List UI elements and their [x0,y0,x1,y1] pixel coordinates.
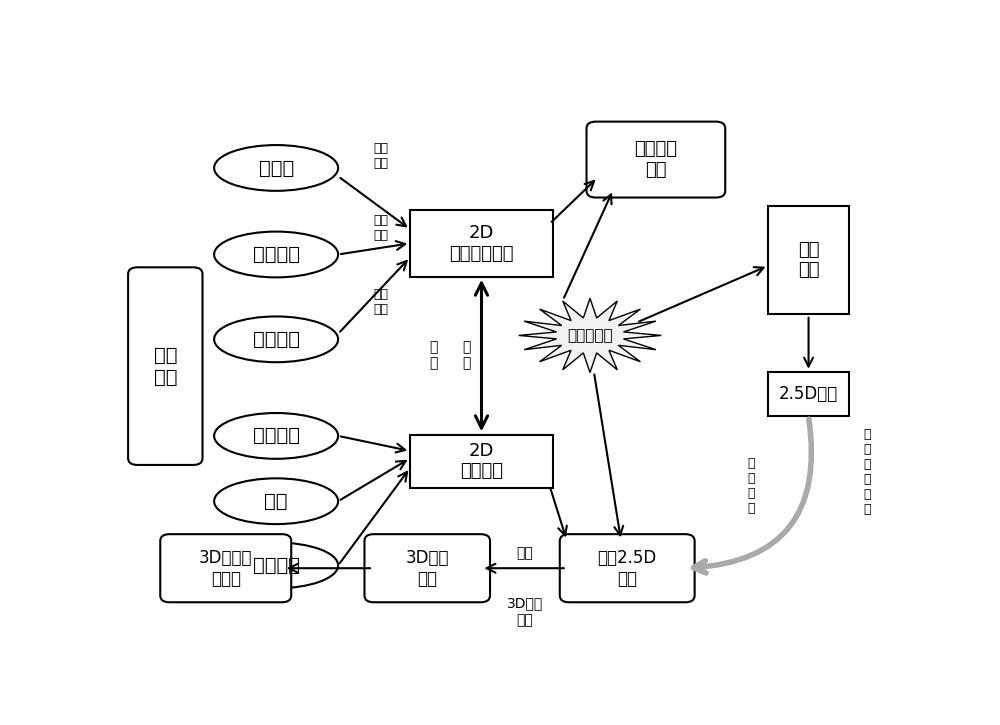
Text: 电磁地震: 电磁地震 [253,245,300,264]
Text: 改
善: 改 善 [462,340,470,370]
Text: 剖面
解释: 剖面 解释 [373,214,388,241]
FancyBboxPatch shape [128,268,202,465]
Bar [768,372,849,416]
Text: 地层年代: 地层年代 [253,426,300,445]
Text: 贝叶斯方法: 贝叶斯方法 [567,328,613,343]
Text: 岩石物理: 岩石物理 [253,330,300,349]
Text: 线
重
力
拟
合
曲: 线 重 力 拟 合 曲 [864,428,871,516]
Text: 整合: 整合 [517,547,533,560]
Text: 重力场: 重力场 [258,159,294,178]
Text: 3D可视化
与解释: 3D可视化 与解释 [199,549,252,587]
FancyBboxPatch shape [587,122,725,197]
Text: 统计
归类: 统计 归类 [373,289,388,317]
Ellipse shape [214,413,338,459]
Ellipse shape [214,478,338,524]
FancyBboxPatch shape [364,534,490,602]
Text: 钻孔: 钻孔 [264,492,288,510]
Text: 2.5D模型: 2.5D模型 [779,385,838,403]
Text: 2D
地质模型: 2D 地质模型 [460,442,503,481]
Text: 3D环境
拟合: 3D环境 拟合 [507,597,543,627]
Bar [768,206,849,315]
Polygon shape [519,298,661,373]
Text: 3D地质
模型: 3D地质 模型 [406,549,449,587]
Text: 系列2.5D
模型: 系列2.5D 模型 [598,549,657,587]
Bar [410,210,553,277]
Ellipse shape [214,145,338,191]
Text: 初始
模型: 初始 模型 [798,241,819,279]
Bar [410,434,553,487]
Text: 物性变化
范围: 物性变化 范围 [634,140,677,179]
Ellipse shape [214,231,338,278]
Text: 提
炼: 提 炼 [429,340,438,370]
Ellipse shape [214,542,338,588]
Ellipse shape [214,316,338,362]
Text: 数据
信息: 数据 信息 [154,346,177,386]
FancyBboxPatch shape [160,534,291,602]
FancyBboxPatch shape [560,534,695,602]
Text: 区域地质: 区域地质 [253,556,300,575]
Text: 修
改
模
型: 修 改 模 型 [747,457,755,515]
Text: 2D
地球物理模型: 2D 地球物理模型 [449,224,514,262]
Text: 目标
处理: 目标 处理 [373,142,388,170]
